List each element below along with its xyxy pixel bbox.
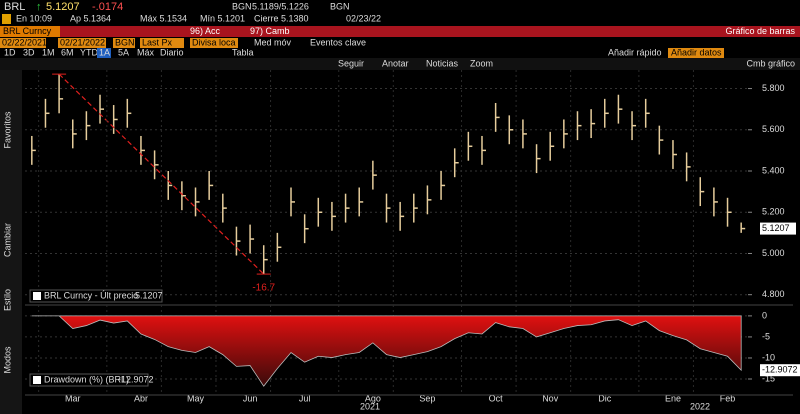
field-box [0, 38, 46, 48]
field-box [58, 38, 106, 48]
last-price-box [760, 222, 796, 235]
legend-value: 5.1207 [135, 290, 163, 300]
quick-add[interactable]: Añadir rápido [608, 47, 662, 57]
year-label: 2022 [690, 401, 710, 411]
y-tick-label: -10 [762, 352, 775, 362]
period-button[interactable]: YTD [80, 47, 99, 57]
start-date[interactable]: 02/22/2021 [2, 37, 47, 47]
legend-name: Drawdown (%) (BRL) [44, 374, 129, 384]
year-label: 2021 [360, 401, 380, 411]
y-tick-label: 5.600 [762, 124, 785, 134]
close: Cierre 5.1380 [254, 13, 309, 23]
sidebar-label: Estilo [2, 289, 12, 311]
arrow: ↑ [36, 1, 42, 13]
moving-average[interactable]: Med móv [254, 37, 292, 47]
toolbar-button[interactable]: Noticias [426, 58, 459, 68]
field[interactable]: Last Px [142, 37, 173, 47]
y-tick-label: 5.400 [762, 165, 785, 175]
x-tick-label: Nov [542, 393, 559, 403]
y-tick-label: 5.800 [762, 83, 785, 93]
menu-bar [0, 26, 800, 37]
source[interactable]: BGN [115, 37, 135, 47]
period-button[interactable]: 5A [118, 47, 129, 57]
legend-name: BRL Curncy - Últ precio [44, 290, 138, 300]
drawdown-area [31, 315, 742, 387]
period-active [97, 48, 111, 58]
low: Mín 5.1201 [200, 13, 245, 23]
legend-swatch [33, 292, 41, 300]
y-tick-label: -5 [762, 331, 770, 341]
chart-change[interactable]: Cmb gráfico [746, 58, 795, 68]
security[interactable]: BRL Curncy [3, 26, 52, 36]
frequency[interactable]: Diario [160, 47, 184, 57]
period-button[interactable]: 6M [61, 47, 74, 57]
period-button[interactable]: 1A [99, 47, 110, 57]
x-tick-label: Sep [419, 393, 435, 403]
x-tick-label: May [187, 393, 205, 403]
field-box [190, 38, 238, 48]
annotation-label: -16.7 [252, 283, 275, 294]
toolbar-button[interactable]: Anotar [382, 58, 409, 68]
change: -.0174 [92, 1, 123, 13]
legend-value: -12.9072 [118, 374, 154, 384]
bid-ask: 5.1189/5.1226 [252, 1, 309, 11]
date: 02/23/22 [346, 13, 381, 23]
field-box [668, 48, 724, 58]
legend-box [29, 373, 149, 387]
x-tick-label: Ago [365, 393, 381, 403]
period-button[interactable]: Máx [137, 47, 155, 57]
open: Ap 5.1364 [70, 13, 111, 23]
currency[interactable]: Divisa loca [192, 37, 236, 47]
field-box [113, 38, 135, 48]
period-button[interactable]: 3D [23, 47, 35, 57]
sidebar-label: Modos [2, 346, 12, 374]
period-button[interactable]: 1D [4, 47, 16, 57]
sidebar [0, 70, 22, 414]
y-tick-label: 5.000 [762, 248, 785, 258]
y-tick-label: 4.800 [762, 289, 785, 299]
x-tick-label: Ene [665, 393, 681, 403]
period-button[interactable]: 1M [42, 47, 55, 57]
x-tick-label: Abr [134, 393, 148, 403]
bid-source: BGN [232, 1, 252, 11]
last-value-label: -12.9072 [762, 365, 798, 375]
x-tick-label: Mar [65, 393, 81, 403]
security-box [0, 26, 60, 37]
camb-menu[interactable]: 97) Camb [250, 26, 290, 36]
x-tick-label: Jul [299, 393, 311, 403]
last-value-box [760, 364, 800, 377]
x-tick-label: Jun [243, 393, 258, 403]
x-tick-label: Dic [598, 393, 611, 403]
sidebar-label: Cambiar [2, 223, 12, 257]
toolbar [0, 58, 800, 70]
x-tick-label: Oct [489, 393, 504, 403]
ticker: BRL [4, 1, 25, 13]
legend-swatch [33, 376, 41, 384]
add-data[interactable]: Añadir datos [671, 47, 722, 57]
high: Máx 5.1534 [140, 13, 187, 23]
end-date[interactable]: 02/21/2022 [60, 37, 105, 47]
sidebar-label: Favoritos [2, 111, 12, 149]
actions-menu[interactable]: 96) Acc [190, 26, 221, 36]
time: En 10:09 [16, 13, 52, 23]
toolbar-button[interactable]: Zoom [470, 58, 493, 68]
icon [2, 14, 11, 24]
field-box [140, 38, 184, 48]
toolbar-button[interactable]: Seguir [338, 58, 364, 68]
last-price-label: 5.1207 [762, 223, 790, 233]
legend-box [29, 289, 163, 303]
y-tick-label: 5.200 [762, 207, 785, 217]
y-tick-label: -15 [762, 373, 775, 383]
events[interactable]: Eventos clave [310, 37, 366, 47]
ask-source: BGN [330, 1, 350, 11]
y-tick-label: 0 [762, 310, 767, 320]
view-title: Gráfico de barras [725, 26, 795, 36]
table[interactable]: Tabla [232, 47, 254, 57]
last-price: 5.1207 [46, 1, 80, 13]
x-tick-label: Feb [720, 393, 736, 403]
